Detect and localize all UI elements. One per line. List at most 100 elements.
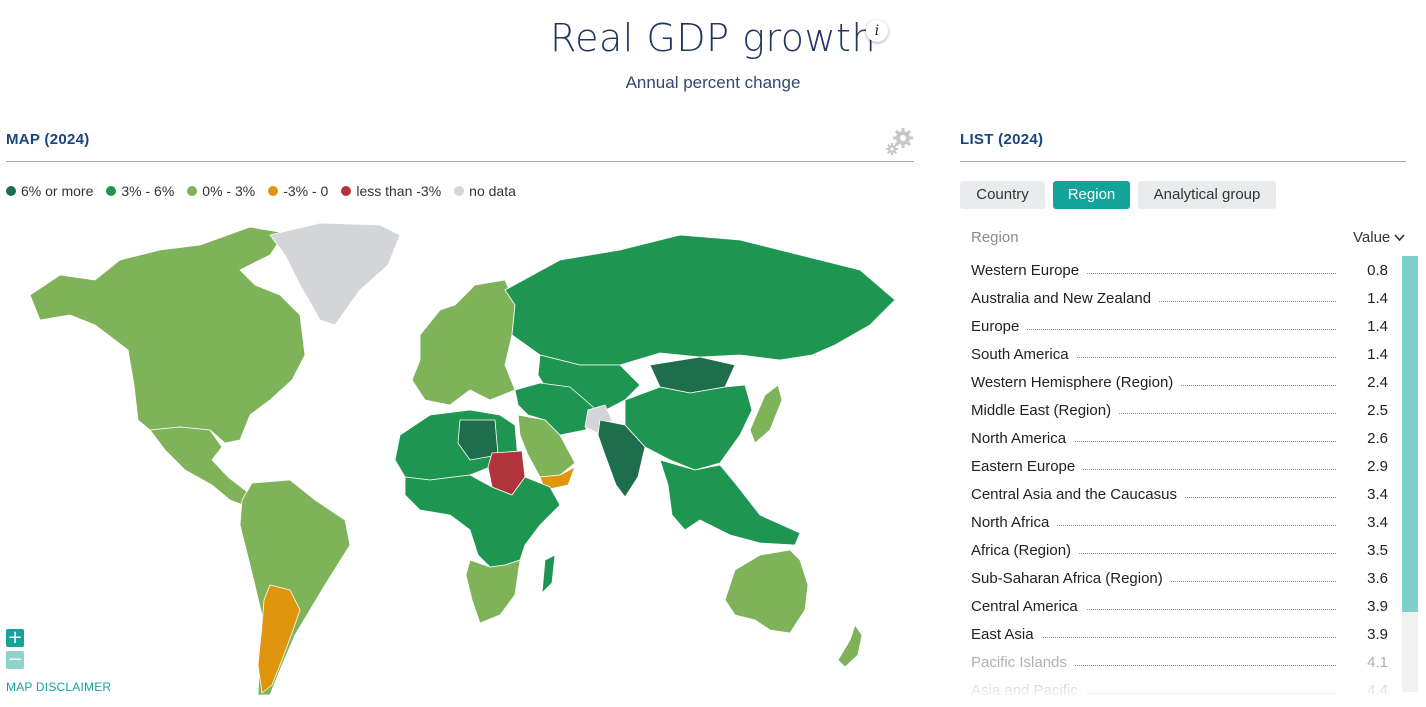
legend-label: less than -3% xyxy=(356,183,442,199)
list-heading-divider xyxy=(960,161,1406,162)
legend-item[interactable]: 0% - 3% xyxy=(187,183,255,199)
row-leader-dots xyxy=(971,357,1336,358)
row-region-name: Central America xyxy=(971,598,1086,615)
list-row[interactable]: Western Hemisphere (Region) 2.4 xyxy=(960,368,1388,396)
chevron-down-icon xyxy=(1394,234,1405,242)
list-row[interactable]: Europe 1.4 xyxy=(960,312,1388,340)
map-region-india[interactable] xyxy=(597,419,646,498)
zoom-in-button[interactable]: + xyxy=(6,627,24,648)
map-region-western-europe[interactable] xyxy=(411,279,516,406)
world-map[interactable] xyxy=(0,215,914,705)
row-region-name: Sub-Saharan Africa (Region) xyxy=(971,570,1171,587)
row-region-name: Australia and New Zealand xyxy=(971,290,1160,307)
map-region-sub-saharan-africa[interactable] xyxy=(404,474,561,568)
map-region-japan[interactable] xyxy=(749,384,783,444)
legend-item[interactable]: -3% - 0 xyxy=(268,183,328,199)
list-row[interactable]: North America 2.6 xyxy=(960,424,1388,452)
row-value: 1.4 xyxy=(1367,318,1388,335)
legend-dot xyxy=(268,186,279,196)
row-value: 3.4 xyxy=(1367,486,1388,503)
map-heading: MAP (2024) xyxy=(6,131,90,148)
settings-gear-icon[interactable] xyxy=(884,126,916,156)
row-value: 0.8 xyxy=(1367,262,1388,279)
list-row[interactable]: Central America 3.9 xyxy=(960,592,1388,620)
row-value: 3.9 xyxy=(1367,598,1388,615)
row-leader-dots xyxy=(971,469,1336,470)
row-region-name: Middle East (Region) xyxy=(971,402,1120,419)
map-region-china[interactable] xyxy=(624,384,753,471)
row-leader-dots xyxy=(971,553,1336,554)
list-row[interactable]: Australia and New Zealand 1.4 xyxy=(960,284,1388,312)
tab-analytical-group[interactable]: Analytical group xyxy=(1138,181,1276,209)
map-region-russia[interactable] xyxy=(504,234,896,366)
zoom-out-button[interactable]: − xyxy=(6,649,24,670)
legend-dot xyxy=(6,186,16,196)
row-leader-dots xyxy=(971,329,1336,330)
row-leader-dots xyxy=(971,441,1336,442)
row-value: 3.9 xyxy=(1367,626,1388,643)
row-leader-dots xyxy=(971,665,1336,666)
row-region-name: Eastern Europe xyxy=(971,458,1084,475)
page-subtitle: Annual percent change xyxy=(625,73,801,92)
legend-label: -3% - 0 xyxy=(283,183,329,199)
row-value: 4.1 xyxy=(1367,654,1388,671)
list-row[interactable]: Western Europe 0.8 xyxy=(960,256,1388,284)
map-region-madagascar[interactable] xyxy=(541,554,556,594)
list-heading: LIST (2024) xyxy=(960,131,1044,148)
map-region-middle-east[interactable] xyxy=(514,382,601,436)
map-region-south-america[interactable] xyxy=(239,479,351,696)
legend-dot xyxy=(187,186,198,196)
legend-item[interactable]: 6% or more xyxy=(6,183,93,199)
list-row[interactable]: Sub-Saharan Africa (Region) 3.6 xyxy=(960,564,1388,592)
legend-item[interactable]: 3% - 6% xyxy=(106,183,174,199)
map-region-argentina[interactable] xyxy=(257,584,301,694)
legend-label: 0% - 3% xyxy=(202,183,256,199)
row-value: 1.4 xyxy=(1367,290,1388,307)
column-header-region[interactable]: Region xyxy=(971,229,1019,246)
legend-item[interactable]: no data xyxy=(454,183,516,199)
info-icon[interactable]: i xyxy=(866,20,888,42)
legend-dot xyxy=(106,186,117,196)
list-row[interactable]: Pacific Islands 4.1 xyxy=(960,648,1388,676)
region-list: Western Europe 0.8 Australia and New Zeala… xyxy=(960,256,1412,696)
list-row[interactable]: Africa (Region) 3.5 xyxy=(960,536,1388,564)
list-row[interactable]: North Africa 3.4 xyxy=(960,508,1388,536)
map-region-southeast-asia[interactable] xyxy=(659,459,801,546)
legend-item[interactable]: less than -3% xyxy=(341,183,441,199)
row-value: 3.6 xyxy=(1367,570,1388,587)
map-region-new-zealand[interactable] xyxy=(837,624,863,668)
tab-region[interactable]: Region xyxy=(1053,181,1130,209)
row-leader-dots xyxy=(971,273,1336,274)
row-value: 2.9 xyxy=(1367,458,1388,475)
list-row[interactable]: Eastern Europe 2.9 xyxy=(960,452,1388,480)
column-header-value[interactable]: Value xyxy=(1353,229,1405,246)
column-header-value-label: Value xyxy=(1353,229,1391,246)
map-heading-divider xyxy=(6,161,914,162)
list-row[interactable]: Central Asia and the Caucasus 3.4 xyxy=(960,480,1388,508)
row-leader-dots xyxy=(971,609,1336,610)
row-value: 2.5 xyxy=(1367,402,1388,419)
list-row[interactable]: Middle East (Region) 2.5 xyxy=(960,396,1388,424)
row-region-name: North Africa xyxy=(971,514,1058,531)
row-region-name: Africa (Region) xyxy=(971,542,1080,559)
map-region-libya[interactable] xyxy=(457,419,499,461)
tab-country[interactable]: Country xyxy=(960,181,1045,209)
list-fade-overlay xyxy=(960,670,1402,700)
legend-dot xyxy=(454,186,465,196)
map-region-greenland[interactable] xyxy=(269,222,401,326)
list-row[interactable]: East Asia 3.9 xyxy=(960,620,1388,648)
list-scrollbar-thumb[interactable] xyxy=(1402,256,1418,612)
row-leader-dots xyxy=(971,637,1336,638)
row-region-name: South America xyxy=(971,346,1077,363)
map-disclaimer-link[interactable]: MAP DISCLAIMER xyxy=(6,680,112,694)
row-value: 3.5 xyxy=(1367,542,1388,559)
map-region-australia[interactable] xyxy=(724,549,809,634)
row-value: 3.4 xyxy=(1367,514,1388,531)
row-region-name: East Asia xyxy=(971,626,1042,643)
map-region-north-america[interactable] xyxy=(29,226,306,444)
legend-label: no data xyxy=(469,183,516,199)
row-region-name: Western Europe xyxy=(971,262,1088,279)
map-region-southern-africa[interactable] xyxy=(465,559,521,624)
row-value: 2.4 xyxy=(1367,374,1388,391)
list-row[interactable]: South America 1.4 xyxy=(960,340,1388,368)
